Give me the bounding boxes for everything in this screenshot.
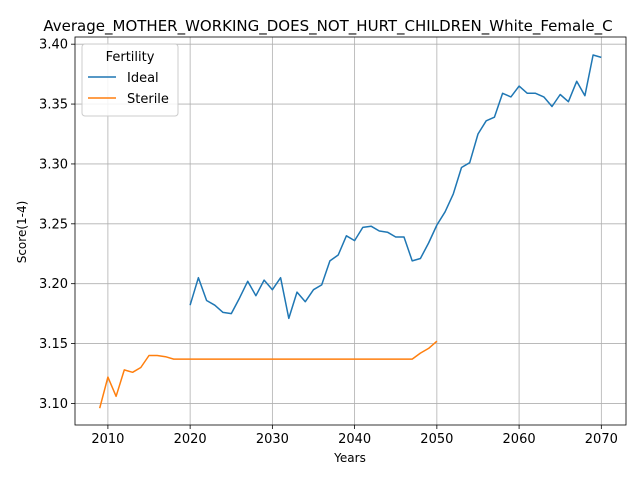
x-tick-label: 2010 xyxy=(91,432,124,447)
series-line-ideal xyxy=(189,54,602,320)
legend-label-ideal: Ideal xyxy=(127,71,159,86)
y-tick-label: 3.15 xyxy=(39,337,68,352)
legend: Fertility Ideal Sterile xyxy=(81,43,179,117)
y-tick-label: 3.20 xyxy=(39,277,68,292)
y-tick-label: 3.35 xyxy=(39,98,68,113)
y-tick-label: 3.30 xyxy=(39,157,68,172)
legend-label-sterile: Sterile xyxy=(127,92,169,107)
x-tick-label: 2040 xyxy=(338,432,371,447)
x-axis-label: Years xyxy=(333,451,366,465)
x-tick-label: 2070 xyxy=(585,432,618,447)
series-line-sterile xyxy=(98,340,438,409)
y-tick-label: 3.10 xyxy=(39,397,68,412)
x-tick-label: 2060 xyxy=(503,432,536,447)
plot-frame xyxy=(74,36,627,426)
y-tick-label: 3.40 xyxy=(39,38,68,53)
y-axis-label: Score(1-4) xyxy=(15,201,29,264)
grid-lines xyxy=(75,37,626,425)
x-tick-label: 2020 xyxy=(174,432,207,447)
x-tick-label: 2030 xyxy=(256,432,289,447)
y-tick-label: 3.25 xyxy=(39,217,68,232)
x-tick-label: 2050 xyxy=(420,432,453,447)
x-axis: 2010 2020 2030 2040 2050 2060 2070 xyxy=(91,425,618,447)
series-layer xyxy=(98,54,602,409)
legend-title: Fertility xyxy=(106,50,155,65)
y-axis: 3.10 3.15 3.20 3.25 3.30 3.35 3.40 xyxy=(39,38,75,412)
chart-title: Average_MOTHER_WORKING_DOES_NOT_HURT_CHI… xyxy=(43,17,612,36)
